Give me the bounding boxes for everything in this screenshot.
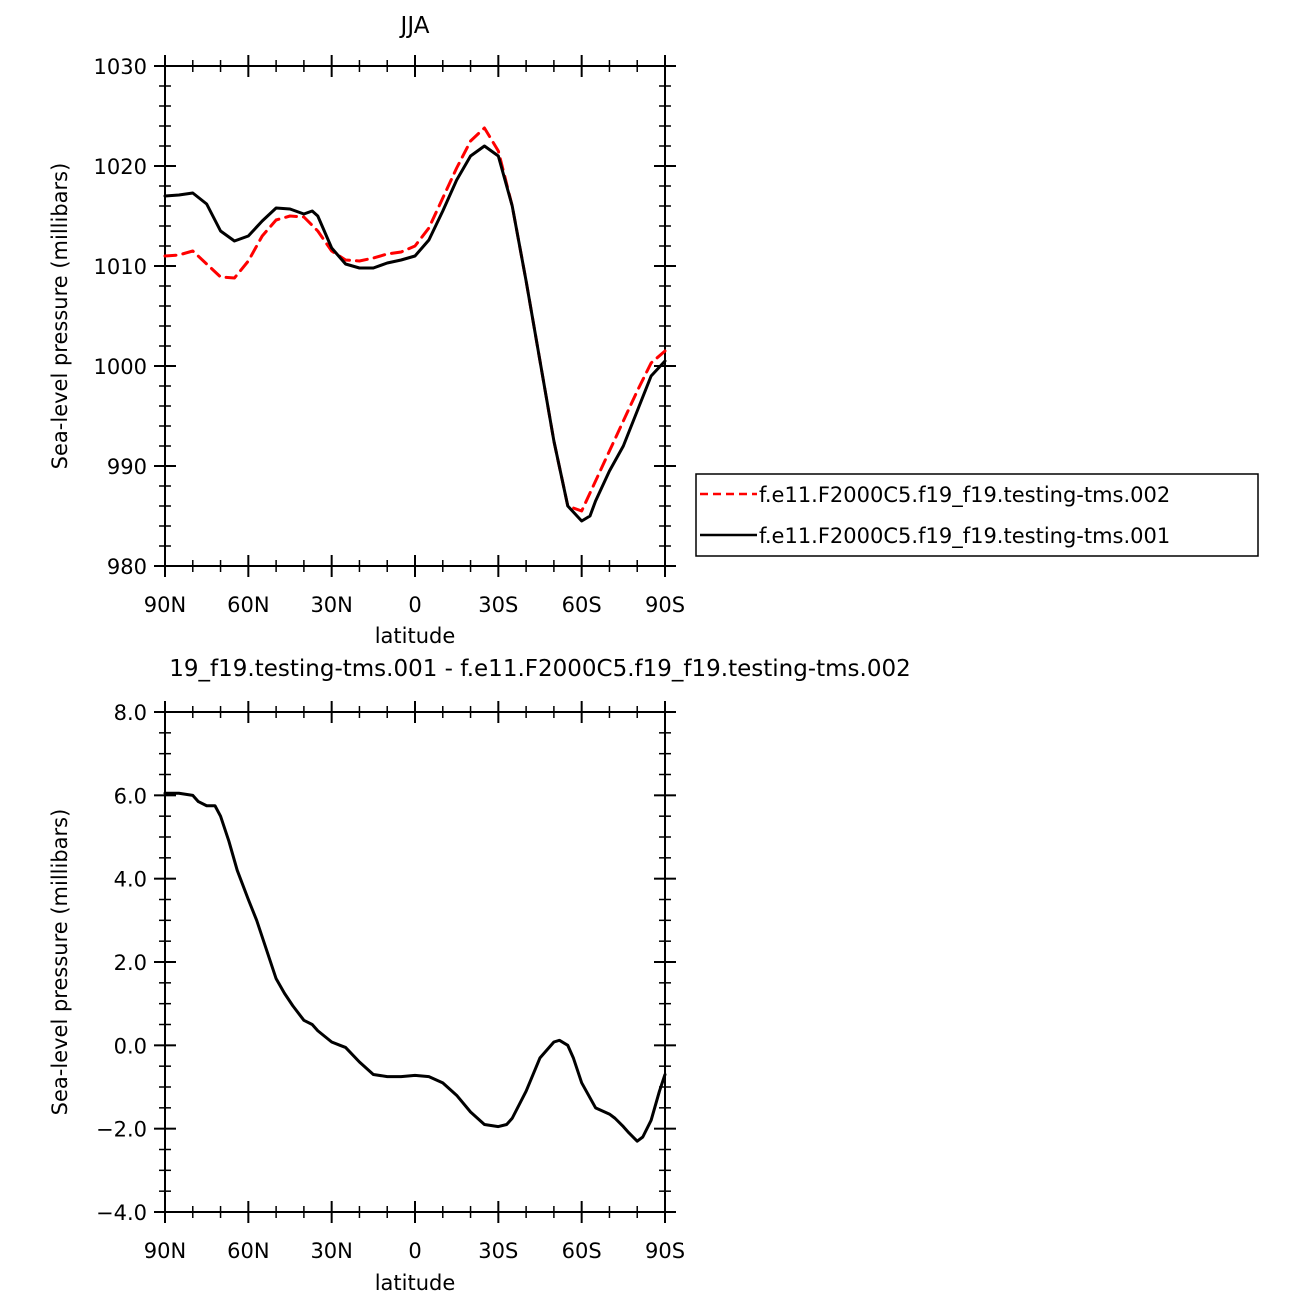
- chart-top-series-line-1: [163, 144, 667, 523]
- chart-top-xtick-label: 60S: [562, 593, 602, 617]
- chart-bottom-xtick-label: 0: [408, 1239, 421, 1263]
- chart-top-series-line-0: [163, 126, 667, 513]
- chart-top-xtick-label: 90S: [645, 593, 685, 617]
- chart-top-ytick-label: 1000: [94, 355, 147, 379]
- chart-top-xtick-label: 90N: [144, 593, 186, 617]
- chart-top-xlabel: latitude: [375, 624, 456, 648]
- chart-bottom-xtick-label: 30N: [310, 1239, 352, 1263]
- chart-top-ticks: 90N 60N 30N 0 30S 60S 90S 980 990 1000 1010 1020 103…: [94, 55, 685, 617]
- legend: f.e11.F2000C5.f19_f19.testing-tms.002 f.…: [695, 473, 1259, 557]
- chart-top-ytick-label: 980: [107, 555, 147, 579]
- chart-bottom-ytick-label: −2.0: [96, 1118, 147, 1142]
- chart-top-ytick-label: 1030: [94, 55, 147, 79]
- chart-top-ylabel: Sea-level pressure (millibars): [48, 163, 72, 470]
- chart-top-xtick-label: 30S: [478, 593, 518, 617]
- chart-bottom-ytick-label: 8.0: [114, 701, 147, 725]
- legend-box: [695, 473, 1259, 557]
- chart-bottom-title: 19_f19.testing-tms.001 - f.e11.F2000C5.f…: [169, 656, 910, 682]
- chart-top-series-group: [163, 126, 667, 523]
- chart-bottom-xlabel: latitude: [375, 1271, 456, 1295]
- chart-bottom: 19_f19.testing-tms.001 - f.e11.F2000C5.f…: [48, 656, 911, 1295]
- chart-top-xtick-label: 0: [408, 593, 421, 617]
- chart-bottom-ticks: 90N 60N 30N 0 30S 60S 90S −4.0 −2.0 0.0 2.0 4.0 6.0 8…: [96, 701, 685, 1263]
- chart-top-title: JJA: [399, 13, 430, 39]
- legend-label-tms-002: f.e11.F2000C5.f19_f19.testing-tms.002: [759, 483, 1170, 508]
- chart-top-ytick-label: 990: [107, 455, 147, 479]
- chart-bottom-series-group: [163, 791, 667, 1143]
- chart-bottom-xtick-label: 60S: [562, 1239, 602, 1263]
- chart-bottom-ylabel: Sea-level pressure (millibars): [48, 809, 72, 1116]
- chart-bottom-xtick-label: 60N: [227, 1239, 269, 1263]
- chart-bottom-xtick-label: 30S: [478, 1239, 518, 1263]
- chart-bottom-ytick-label: 4.0: [114, 868, 147, 892]
- chart-top-xtick-label: 60N: [227, 593, 269, 617]
- chart-top-ytick-label: 1010: [94, 255, 147, 279]
- chart-bottom-xtick-label: 90N: [144, 1239, 186, 1263]
- chart-bottom-series-line-0: [163, 791, 667, 1143]
- chart-bottom-ytick-label: 2.0: [114, 951, 147, 975]
- chart-top-xtick-label: 30N: [310, 593, 352, 617]
- chart-top-ytick-label: 1020: [94, 155, 147, 179]
- legend-label-tms-001: f.e11.F2000C5.f19_f19.testing-tms.001: [759, 524, 1170, 549]
- chart-bottom-ytick-label: −4.0: [96, 1201, 147, 1225]
- chart-bottom-xtick-label: 90S: [645, 1239, 685, 1263]
- chart-bottom-ytick-label: 0.0: [114, 1034, 147, 1058]
- chart-bottom-ytick-label: 6.0: [114, 784, 147, 808]
- chart-bottom-plot-frame: [164, 711, 666, 1213]
- chart-top: JJA 90N 60N 30N 0 30S 60S 90S 980 990 1000 1010 102…: [48, 13, 685, 648]
